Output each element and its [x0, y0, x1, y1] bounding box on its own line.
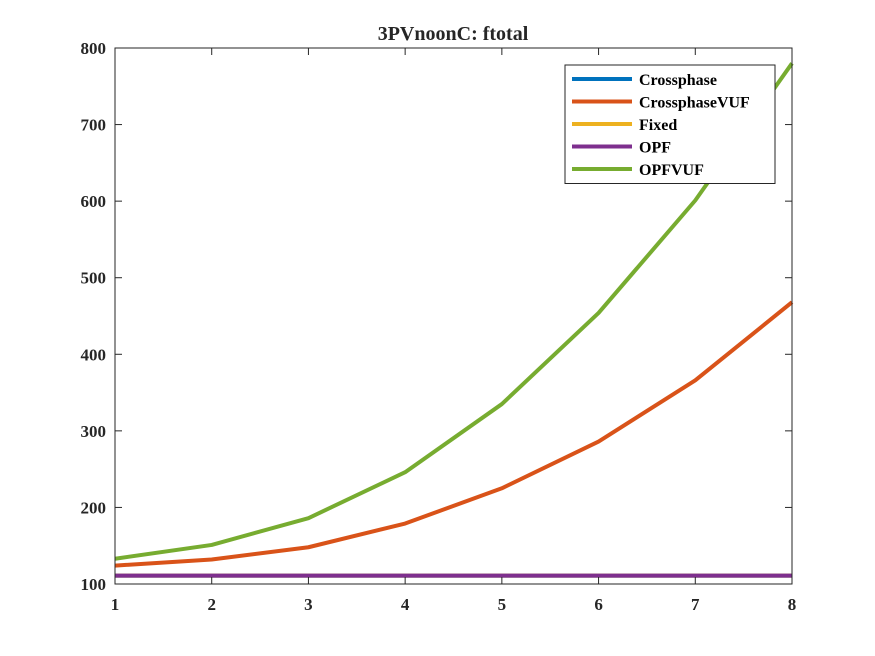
legend: Crossphase CrossphaseVUF Fixed OPF OPFVUF: [564, 64, 776, 184]
y-tick-label: 700: [81, 116, 107, 135]
y-tick-label: 400: [81, 345, 107, 364]
series-line-crossphasevuf: [114, 300, 794, 568]
y-tick-label: 800: [81, 39, 107, 58]
x-tick-label: 2: [207, 595, 216, 614]
legend-label-opf: OPF: [639, 140, 671, 157]
x-tick-label: 3: [304, 595, 313, 614]
x-tick-label: 5: [498, 595, 507, 614]
axes-box: [114, 47, 793, 585]
chart-title: 3PVnoonC: ftotal: [378, 23, 529, 45]
axes-layer: 1 2 3 4 5 6 7 8 100 200 300 400 500 600 700 800: [81, 39, 797, 614]
x-tick-label: 8: [788, 595, 797, 614]
x-tick-label: 7: [691, 595, 700, 614]
legend-label-fixed: Fixed: [639, 117, 677, 134]
y-tick-label: 600: [81, 192, 107, 211]
legend-label-crossphasevuf: CrossphaseVUF: [639, 95, 750, 112]
y-tick-label: 100: [81, 575, 107, 594]
x-tick-label: 4: [401, 595, 410, 614]
y-tick-label: 500: [81, 269, 107, 288]
series-line-opfvuf: [114, 62, 794, 561]
x-tick-label: 1: [111, 595, 120, 614]
x-tick-label: 6: [594, 595, 603, 614]
legend-label-opfvuf: OPFVUF: [639, 162, 704, 179]
y-tick-label: 200: [81, 498, 107, 517]
legend-label-crossphase: Crossphase: [639, 72, 717, 89]
series-layer: [114, 62, 794, 578]
y-tick-label: 300: [81, 422, 107, 441]
